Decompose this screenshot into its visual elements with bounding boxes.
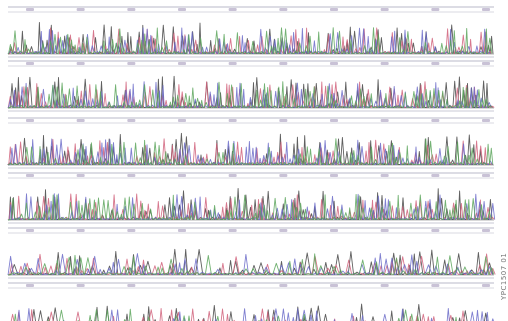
position-tick-label [330,284,338,287]
position-tick-label [431,284,440,287]
position-tick-label [127,8,136,11]
position-tick-label [380,174,389,177]
trace-line-T [10,308,465,321]
position-tick-label [279,229,288,232]
position-tick-label [26,174,34,177]
position-tick-label [482,229,490,232]
position-tick-label [26,8,34,11]
position-tick-label [431,119,440,122]
position-tick-label [26,119,34,122]
trace-row [7,172,496,224]
position-tick-label [482,119,490,122]
position-tick-label [431,174,440,177]
position-tick-label [26,62,34,65]
position-tick-label [178,174,186,177]
position-tick-label [76,62,85,65]
position-tick-label [431,8,440,11]
position-tick-label [228,119,237,122]
trace-line-T [7,253,496,276]
position-tick-label [127,62,136,65]
position-tick-label [279,119,288,122]
position-tick-label [330,229,338,232]
position-tick-label [76,119,85,122]
position-tick-label [431,229,440,232]
position-tick-label [279,284,288,287]
trace-line-A [7,253,495,276]
position-tick-label [228,284,237,287]
position-tick-label [26,229,34,232]
position-tick-label [330,174,338,177]
position-tick-label [178,8,186,11]
position-tick-label [178,229,186,232]
trace-row [7,6,494,58]
position-tick-label [482,284,490,287]
trace-row [8,282,494,321]
position-tick-label [482,174,490,177]
position-tick-label [380,119,389,122]
position-tick-label [330,8,338,11]
position-tick-label [76,229,85,232]
trace-row [7,117,494,169]
position-tick-label [279,8,288,11]
trace-line-A [7,27,493,55]
trace-line-C [7,27,491,55]
position-tick-label [127,119,136,122]
trace-row [7,227,496,279]
position-tick-label [178,62,186,65]
position-tick-label [380,284,389,287]
position-tick-label [127,174,136,177]
position-tick-label [127,229,136,232]
position-tick-label [76,174,85,177]
sample-id-label: YPC1507 01 [500,252,508,300]
trace-line-A [7,193,492,221]
position-tick-label [380,229,389,232]
position-tick-label [330,62,338,65]
position-tick-label [380,8,389,11]
position-tick-label [279,174,288,177]
position-tick-label [228,229,237,232]
trace-row [7,60,495,112]
trace-line-A [7,81,492,109]
position-tick-label [482,62,490,65]
position-tick-label [26,284,34,287]
trace-line-A [7,138,494,166]
position-tick-label [178,119,186,122]
position-tick-label [228,8,237,11]
position-tick-label [482,8,490,11]
position-tick-label [330,119,338,122]
position-tick-label [279,62,288,65]
position-tick-label [228,174,237,177]
position-tick-label [76,8,85,11]
position-tick-label [380,62,389,65]
position-tick-label [178,284,186,287]
position-tick-label [127,284,136,287]
position-tick-label [228,62,237,65]
position-tick-label [76,284,85,287]
position-tick-label [431,62,440,65]
